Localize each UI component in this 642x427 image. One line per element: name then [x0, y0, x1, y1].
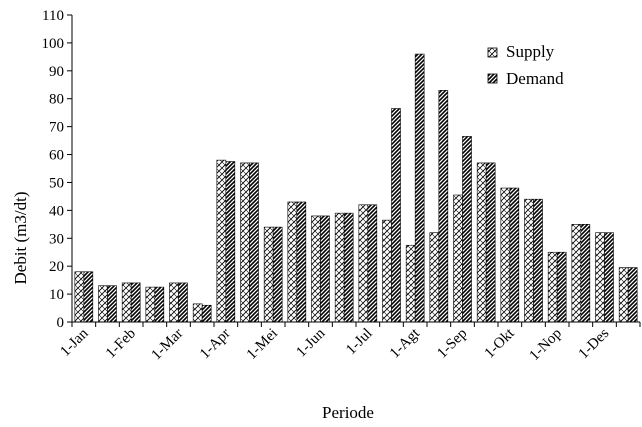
y-tick-label: 100 — [42, 36, 65, 52]
x-tick-label: 1-Jun — [293, 325, 328, 360]
x-tick-label: 1-Nop — [527, 326, 565, 364]
bar-demand-1-agt — [414, 53, 425, 323]
x-tick-label: 1-Mei — [244, 326, 281, 363]
bar-supply-1-jan — [74, 271, 85, 323]
x-tick-label: 1-Sep — [434, 326, 470, 362]
bar-demand-1-jun — [320, 215, 330, 323]
bar-supply-16-apr — [240, 162, 250, 323]
bar-demand-16-des — [627, 267, 638, 323]
bar-supply-16-nop — [571, 224, 582, 323]
bar-supply-16-okt — [524, 198, 534, 323]
bar-demand-1-jan — [83, 271, 94, 323]
x-tick-label: 1-Okt — [482, 325, 519, 362]
bar-demand-16-nop — [580, 224, 591, 323]
y-axis-title: Debit (m3/dt) — [11, 191, 30, 284]
bar-demand-1-feb — [130, 282, 141, 323]
bar-demand-16-agt — [438, 90, 449, 323]
x-axis-ticks: 1-Jan 1-Feb 1-Mar 1-Apr 1-Mei 1-Jun 1-Jul 1-Agt… — [57, 322, 641, 364]
bar-supply-1-des — [595, 232, 605, 323]
bar-demand-16-okt — [533, 198, 543, 323]
y-tick-label: 50 — [49, 175, 64, 191]
x-tick-label: 1-Feb — [103, 326, 139, 362]
x-axis-title: Periode — [322, 403, 374, 422]
bar-demand-1-mar — [178, 282, 188, 323]
x-tick-label: 1-Mar — [148, 326, 186, 364]
bar-demand-16-feb — [154, 286, 165, 323]
y-axis-ticks: 0 10 20 30 40 50 60 70 80 90 100 110 — [42, 8, 72, 331]
y-tick-label: 60 — [49, 148, 64, 164]
bar-supply-16-jun — [334, 212, 345, 323]
bar-demand-1-jul — [367, 204, 378, 323]
bar-supply-16-mei — [287, 201, 298, 323]
y-tick-label: 90 — [49, 64, 64, 80]
bar-supply-16-mar — [192, 303, 203, 323]
y-tick-label: 0 — [57, 315, 65, 331]
y-tick-label: 80 — [49, 92, 64, 108]
bar-supply-1-mar — [169, 282, 179, 323]
bar-demand-1-apr — [225, 161, 236, 323]
x-tick-label: 1-Des — [576, 325, 613, 362]
bar-demand-16-jun — [343, 212, 354, 323]
x-tick-label: 1-Agt — [387, 325, 424, 362]
bar-supply-1-agt — [405, 244, 416, 323]
x-tick-label: 1-Jul — [343, 326, 376, 359]
legend-swatch-supply — [487, 47, 498, 58]
legend: Supply Demand — [487, 42, 564, 88]
bar-supply-1-jun — [311, 215, 321, 323]
bar-supply-16-jan — [98, 285, 108, 323]
bar-supply-16-des — [618, 267, 629, 323]
y-tick-label: 10 — [49, 287, 64, 303]
bar-supply-1-nop — [547, 251, 558, 323]
y-tick-label: 30 — [49, 231, 64, 247]
bar-supply-1-feb — [121, 282, 132, 323]
bar-supply-1-jul — [358, 204, 369, 323]
y-tick-label: 40 — [49, 203, 64, 219]
bar-supply-1-okt — [500, 187, 511, 323]
bar-demand-16-mar — [201, 304, 212, 323]
bar-supply-16-sep — [476, 162, 487, 323]
bars-group — [74, 53, 638, 323]
bar-demand-1-okt — [509, 187, 520, 323]
bar-supply-1-sep — [453, 194, 463, 323]
bar-supply-1-apr — [216, 159, 227, 323]
bar-supply-16-agt — [429, 232, 440, 323]
bar-demand-16-mei — [296, 201, 307, 323]
y-tick-label: 110 — [42, 8, 64, 24]
bar-demand-1-sep — [462, 136, 472, 323]
x-tick-label: 1-Apr — [197, 326, 234, 363]
bar-supply-1-mei — [263, 226, 274, 323]
y-tick-label: 20 — [49, 259, 64, 275]
bar-demand-16-apr — [249, 162, 259, 323]
legend-label-demand: Demand — [506, 69, 564, 88]
y-tick-label: 70 — [49, 120, 64, 136]
bar-demand-16-sep — [485, 162, 496, 323]
bar-supply-16-feb — [145, 286, 156, 323]
bar-demand-1-nop — [556, 251, 567, 323]
bar-supply-16-jul — [382, 219, 392, 323]
legend-swatch-demand — [487, 73, 498, 84]
bar-demand-1-mei — [272, 226, 283, 323]
bar-demand-16-jan — [107, 285, 117, 323]
bar-demand-1-des — [604, 232, 614, 323]
bar-demand-16-jul — [391, 108, 401, 323]
legend-label-supply: Supply — [506, 42, 555, 61]
